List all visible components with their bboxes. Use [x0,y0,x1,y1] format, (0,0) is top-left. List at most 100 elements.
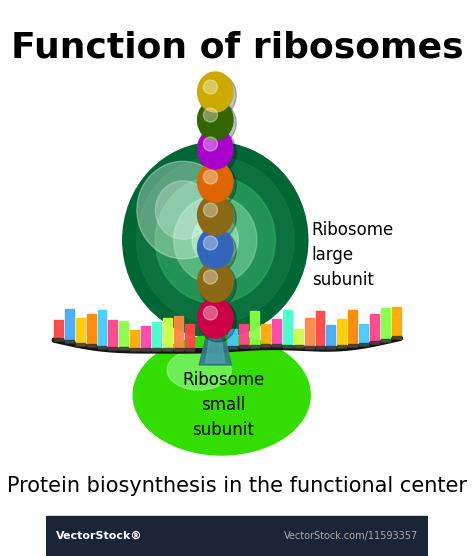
Bar [98,346,107,349]
Bar [174,316,182,350]
Ellipse shape [203,270,218,284]
Ellipse shape [198,298,233,338]
Ellipse shape [192,216,238,264]
Ellipse shape [199,264,236,306]
Bar [381,339,390,341]
Bar [294,329,302,347]
Bar [87,314,96,346]
Bar [109,320,118,349]
Bar [152,348,161,351]
Bar [174,348,182,351]
Bar [359,343,368,346]
Bar [54,320,63,340]
Bar [130,348,139,351]
Bar [250,345,259,348]
Ellipse shape [137,157,294,323]
Ellipse shape [198,129,233,169]
Bar [98,310,107,348]
Ellipse shape [173,196,257,284]
Polygon shape [206,337,225,363]
Bar [163,319,172,350]
Bar [305,317,313,348]
Bar [250,311,259,347]
Bar [119,321,128,350]
Ellipse shape [198,100,233,140]
Ellipse shape [198,162,233,202]
Bar [283,310,292,346]
Ellipse shape [203,306,218,320]
Text: Protein biosynthesis in the functional center: Protein biosynthesis in the functional c… [7,476,467,496]
Text: Ribosome
small
subunit: Ribosome small subunit [182,371,264,439]
Bar [337,319,346,348]
Bar [109,347,118,350]
Ellipse shape [199,164,236,206]
Bar [239,324,248,348]
Bar [327,325,335,348]
Bar [163,348,172,351]
Ellipse shape [198,228,233,268]
Bar [370,314,379,343]
Bar [65,340,74,344]
Ellipse shape [137,161,229,259]
Bar [370,341,379,344]
Ellipse shape [198,72,233,112]
Bar [185,348,193,351]
Bar [381,307,390,341]
Bar [46,516,428,556]
Bar [228,346,237,349]
Ellipse shape [199,197,236,239]
Ellipse shape [203,108,218,122]
Ellipse shape [203,345,308,445]
Text: Ribosome
large
subunit: Ribosome large subunit [312,221,394,289]
Ellipse shape [198,195,233,235]
Bar [239,345,248,349]
Bar [87,345,96,348]
Ellipse shape [155,177,275,304]
Ellipse shape [203,137,218,151]
Ellipse shape [199,74,236,116]
Bar [76,318,85,345]
Ellipse shape [167,350,231,390]
Polygon shape [199,335,231,365]
Bar [54,338,63,341]
Bar [141,326,150,350]
Bar [392,336,401,339]
Bar [283,345,292,348]
Bar [65,309,74,342]
Ellipse shape [199,300,236,342]
Ellipse shape [203,80,218,94]
Ellipse shape [133,335,310,455]
Bar [348,310,357,346]
Bar [359,324,368,345]
Ellipse shape [203,203,218,217]
Ellipse shape [203,236,218,250]
Ellipse shape [123,142,308,337]
Text: VectorStock.com/11593357: VectorStock.com/11593357 [284,531,418,541]
Ellipse shape [198,262,233,302]
Bar [130,330,139,350]
Bar [305,346,313,349]
Bar [228,329,237,348]
Bar [272,344,281,348]
Bar [348,345,357,348]
Text: VectorStock®: VectorStock® [56,531,143,541]
Ellipse shape [199,102,236,144]
Bar [261,324,270,346]
Bar [294,345,302,348]
Bar [316,311,324,348]
Ellipse shape [135,345,239,445]
Bar [392,307,401,338]
Ellipse shape [203,170,218,184]
Bar [76,342,85,346]
Bar [261,344,270,348]
Text: Function of ribosomes: Function of ribosomes [11,30,463,64]
Bar [316,346,324,349]
Bar [141,348,150,351]
Bar [185,324,193,350]
Bar [119,348,128,350]
Bar [152,322,161,350]
Ellipse shape [199,230,236,272]
Bar [327,346,335,349]
Ellipse shape [199,131,236,173]
Bar [272,319,281,346]
